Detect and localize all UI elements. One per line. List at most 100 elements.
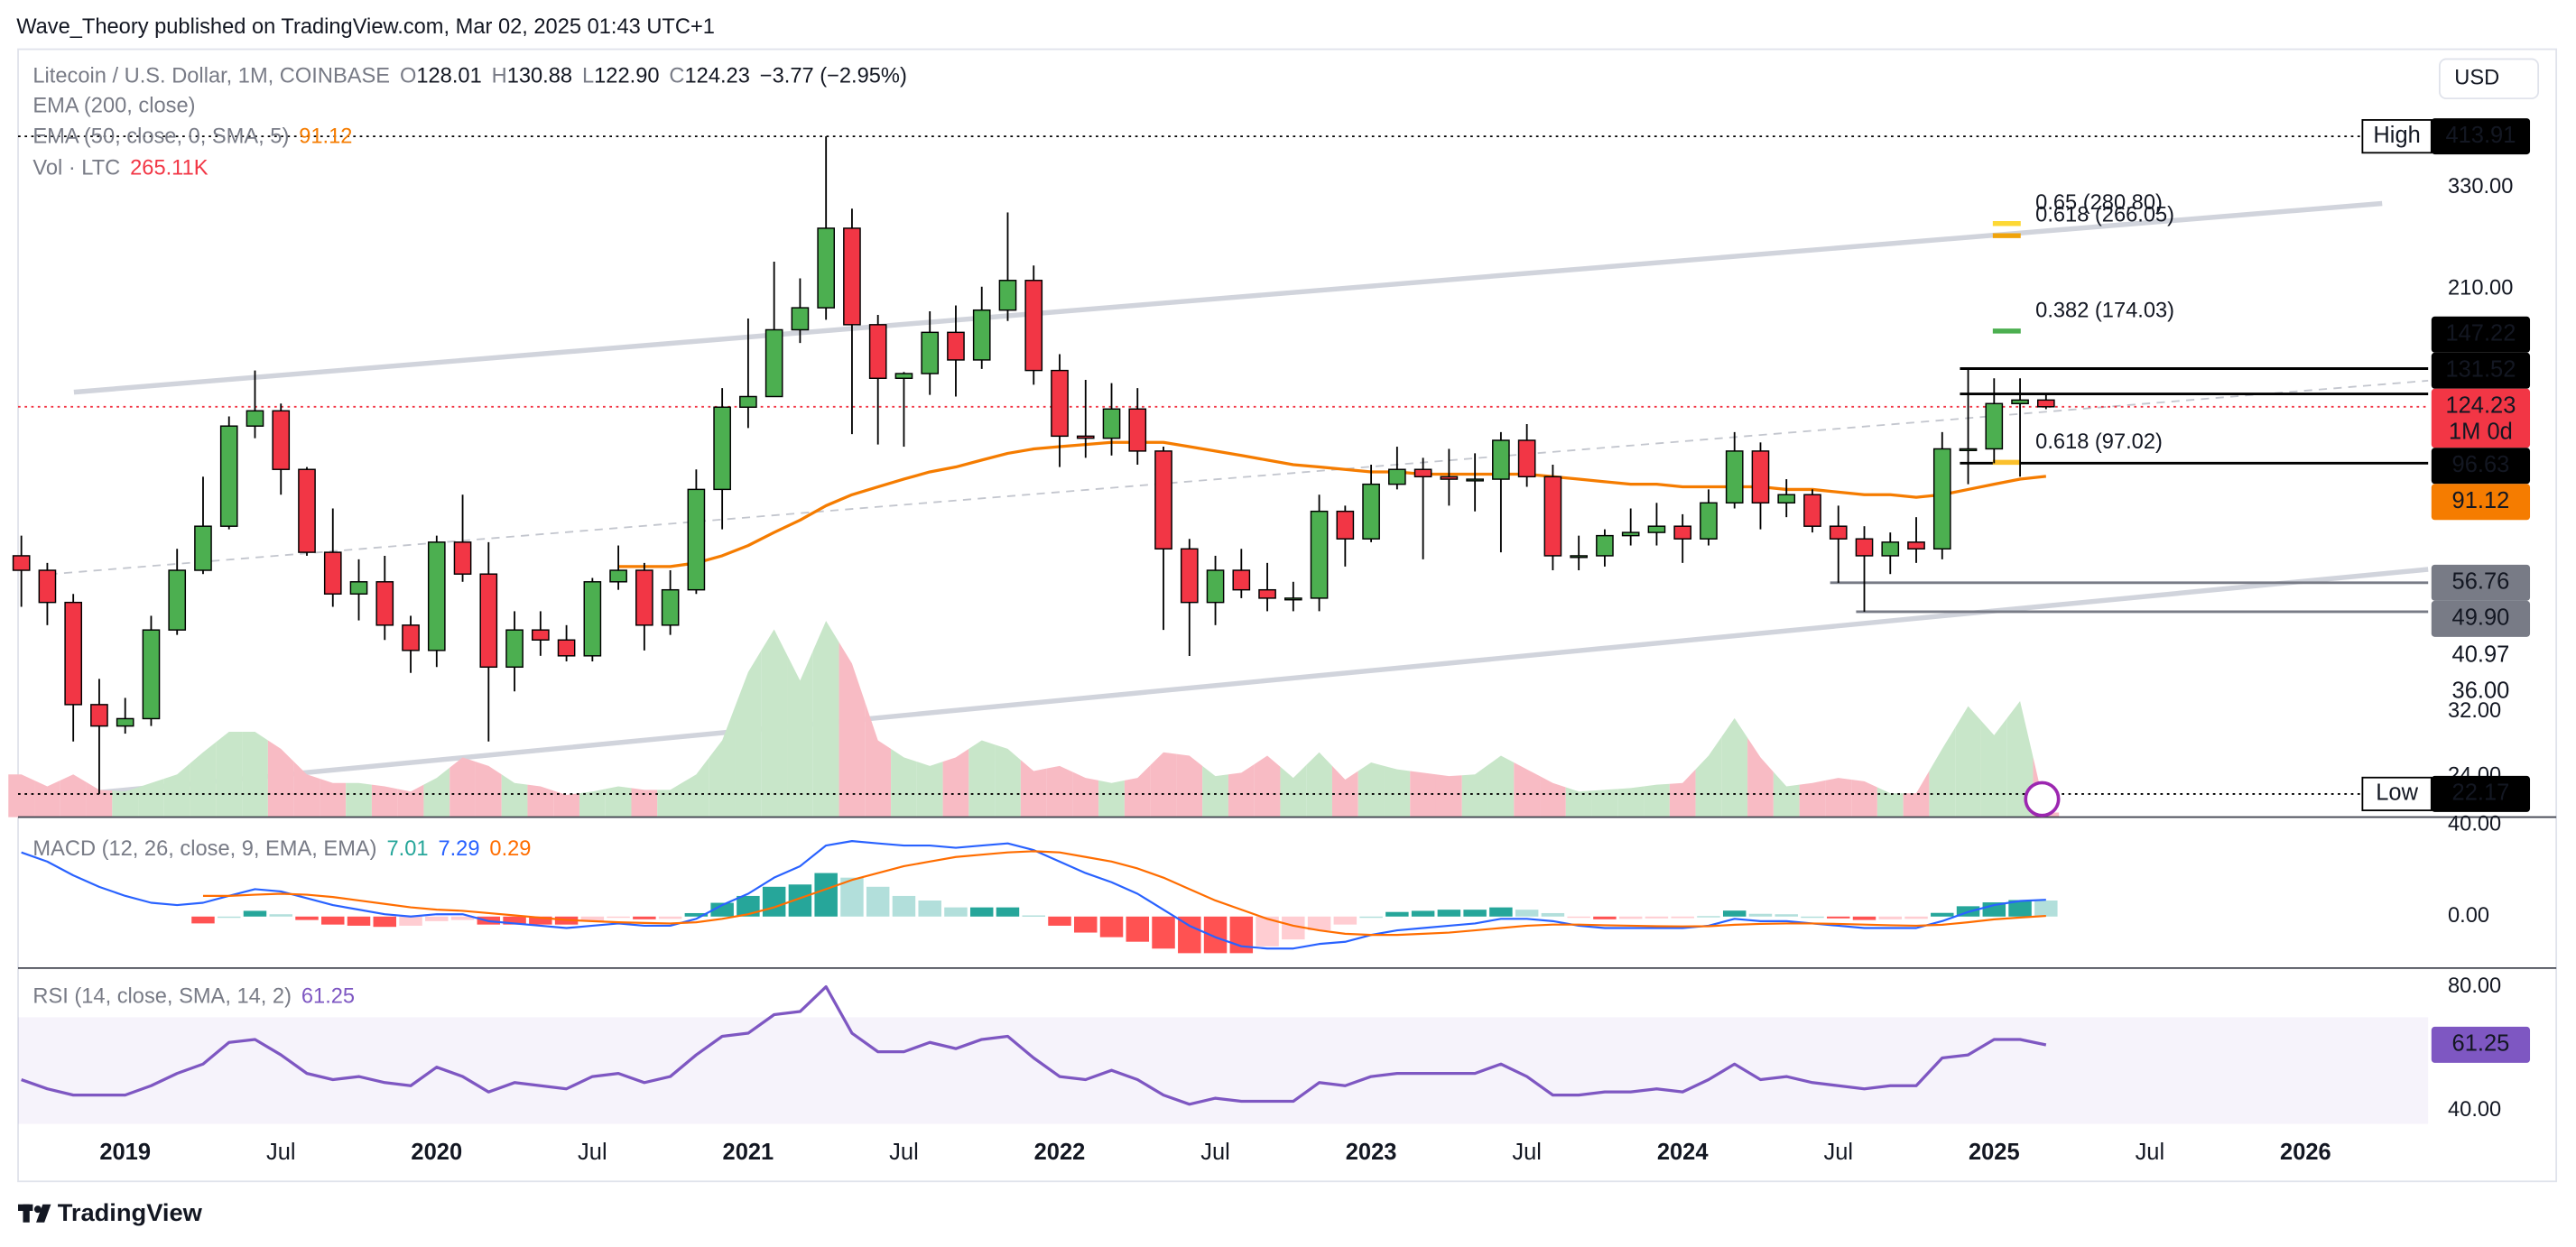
- volume-area: [1514, 762, 1541, 817]
- macd-hist: [1774, 914, 1798, 917]
- price-badge: [2431, 118, 2531, 155]
- volume-area: [242, 732, 268, 817]
- macd-hist: [1022, 915, 1045, 917]
- candle-body: [1310, 510, 1329, 599]
- macd-hist: [1333, 916, 1357, 925]
- x-tick-label: Jul: [266, 1140, 296, 1165]
- candle-body: [1932, 448, 1951, 550]
- price-label: 36.00: [2452, 679, 2510, 704]
- candle-body: [1881, 541, 1900, 557]
- event-icon[interactable]: [2024, 781, 2061, 817]
- rsi-value: 61.25: [301, 985, 355, 1009]
- candle-body: [687, 488, 706, 591]
- change: −3.77 (−2.95%): [760, 65, 907, 88]
- macd-hist: [373, 916, 397, 928]
- candle-body: [1388, 468, 1406, 485]
- macd-hist: [1411, 910, 1435, 917]
- candle-body: [323, 551, 342, 595]
- volume-area: [1955, 706, 1981, 817]
- macd-hist: [529, 916, 552, 925]
- macd-hist: [1074, 916, 1098, 933]
- volume-area: [1020, 760, 1047, 817]
- candle-body: [1829, 525, 1848, 540]
- candle-body: [1232, 569, 1251, 591]
- macd-hist: [737, 895, 760, 917]
- ohlc-key: C: [669, 65, 684, 88]
- candle-body: [2036, 399, 2055, 408]
- rsi-tick-label: 40.00: [2448, 1098, 2501, 1122]
- x-tick-label: Jul: [1200, 1140, 1230, 1165]
- macd-hist: [866, 886, 890, 917]
- volume-area: [1825, 778, 1852, 817]
- x-tick-label: 2024: [1657, 1140, 1710, 1165]
- volume-area: [1617, 786, 1645, 817]
- volume-area: [1072, 771, 1099, 817]
- candle-body: [453, 541, 472, 575]
- volume-area: [942, 748, 969, 817]
- ohlc-key: L: [582, 65, 594, 88]
- x-tick-label: Jul: [578, 1140, 607, 1165]
- candle-body: [1362, 483, 1380, 540]
- price-badge: [2431, 775, 2531, 812]
- publisher: Wave_Theory published on TradingView.com…: [16, 15, 715, 39]
- ohlc-value: 130.88: [507, 65, 572, 88]
- macd-hist: [814, 873, 838, 917]
- candle-body: [1258, 588, 1276, 599]
- macd-hist: [1048, 916, 1071, 926]
- macd-hist: [347, 916, 371, 926]
- fib-label: 0.618 (97.02): [2035, 430, 2163, 454]
- price-badge-label: 131.52: [2445, 357, 2516, 383]
- candle-body: [64, 601, 83, 706]
- volume-area: [1306, 752, 1332, 817]
- candle-body: [1673, 525, 1692, 540]
- candle-body: [1855, 538, 1874, 557]
- volume-area: [1929, 727, 1956, 817]
- candle-body: [1959, 448, 1978, 452]
- legend-main: Litecoin / U.S. Dollar, 1M, COINBASE O128…: [32, 65, 906, 88]
- x-tick-label: 2019: [99, 1140, 151, 1165]
- candle-body: [2011, 399, 2029, 405]
- candle-body: [764, 328, 783, 398]
- volume-area: [683, 757, 709, 817]
- macd-hist: [1671, 916, 1694, 919]
- macd-hist: [295, 916, 319, 920]
- logo-part: [23, 1204, 30, 1223]
- x-tick-label: 2020: [411, 1140, 462, 1165]
- candle-body: [1336, 510, 1355, 540]
- indicator-legend: Vol · LTC 265.11K: [32, 157, 208, 180]
- candle-body: [609, 569, 627, 583]
- macd-hist: [633, 916, 656, 919]
- macd-hist: [762, 886, 786, 917]
- candle-body: [38, 569, 57, 604]
- macd-hist: [1931, 912, 1954, 917]
- volume-area: [1357, 762, 1385, 817]
- currency-box[interactable]: [2439, 58, 2540, 100]
- price-badge: [2431, 564, 2531, 601]
- price-badge-sub: 1M 0d: [2449, 420, 2513, 445]
- price-badge-label: 124.23: [2445, 393, 2516, 419]
- frame: [17, 48, 2558, 1183]
- rsi-badge-label: 61.25: [2452, 1031, 2510, 1057]
- candle-body: [12, 555, 31, 571]
- price-badge-label: 56.76: [2452, 569, 2510, 595]
- candle-body: [1154, 450, 1172, 550]
- macd-hist: [1645, 916, 1669, 919]
- candle-body: [817, 227, 836, 309]
- y-tick-label: 330.00: [2448, 175, 2513, 199]
- indicator-legend: EMA (50, close, 0, SMA, 5) 91.12: [32, 125, 352, 149]
- candle-body: [843, 227, 861, 326]
- candle-body: [1907, 541, 1925, 550]
- volume-area: [112, 787, 139, 817]
- volume-area: [1254, 755, 1281, 817]
- rsi-line: [21, 984, 2047, 1106]
- channel-upper: [73, 200, 2383, 395]
- candle-body: [1283, 597, 1302, 601]
- candle-body: [1206, 569, 1225, 604]
- price-tag: High: [2373, 123, 2420, 148]
- macd-hist: [503, 916, 526, 925]
- candle-body: [739, 395, 757, 408]
- logo: TradingView: [58, 1198, 203, 1226]
- volume-area: [475, 762, 502, 817]
- price-badge: [2431, 448, 2531, 485]
